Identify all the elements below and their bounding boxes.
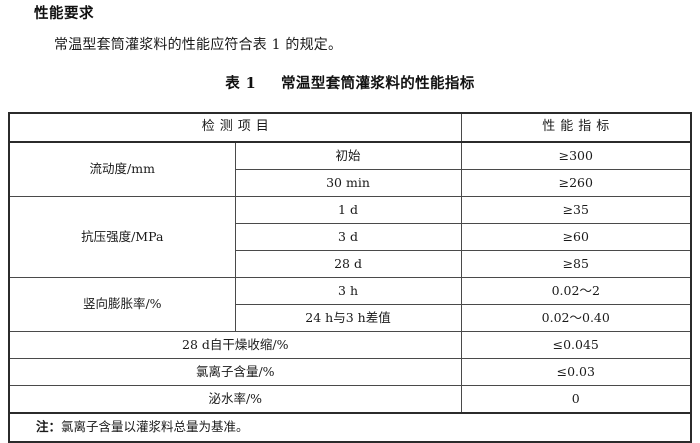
table-caption-label: 表 1 (225, 75, 257, 92)
performance-spec-table: 检测项目 性能指标 流动度/mm 初始 ≥300 30 min ≥260 抗压 (8, 112, 693, 443)
table-row: 30 min ≥260 (9, 169, 692, 197)
note-text: 氯离子含量以灌浆料总量为基准。 (61, 419, 249, 435)
group-cell-compressive-strength: 抗压强度/MPa (9, 196, 236, 278)
table-row: 泌水率/% 0 (9, 385, 692, 414)
item-cell-autogenous-shrinkage: 28 d自干燥收缩/% (9, 331, 462, 359)
table-row: 28 d自干燥收缩/% ≤0.045 (9, 331, 692, 359)
value-cell: ≥35 (460, 196, 692, 224)
table-note-cell: 注：氯离子含量以灌浆料总量为基准。 (9, 412, 692, 442)
table-caption: 表 1 常温型套筒灌浆料的性能指标 (0, 72, 700, 93)
group-cell-fluidity: 流动度/mm (9, 141, 236, 197)
header-cell-test-item: 检测项目 (9, 113, 462, 143)
sub-cell: 3 h (234, 277, 462, 305)
value-cell: ≥85 (460, 250, 692, 278)
table-row: 24 h与3 h差值 0.02～0.40 (9, 304, 692, 332)
section-paragraph: 常温型套筒灌浆料的性能应符合表 1 的规定。 (54, 37, 343, 53)
table-row: 氯离子含量/% ≤0.03 (9, 358, 692, 386)
value-cell: 0 (460, 385, 692, 414)
value-cell: 0.02～0.40 (460, 304, 692, 332)
header-label-performance-index: 性能指标 (542, 119, 615, 135)
table-caption-title: 常温型套筒灌浆料的性能指标 (281, 75, 475, 92)
table-header-row: 检测项目 性能指标 (9, 113, 692, 143)
header-cell-performance-index: 性能指标 (460, 113, 692, 143)
sub-cell: 24 h与3 h差值 (235, 304, 462, 332)
sub-cell: 30 min (235, 169, 462, 197)
value-cell: ≤0.03 (460, 358, 692, 386)
sub-cell: 3 d (235, 223, 462, 251)
table-row: 抗压强度/MPa 1 d ≥35 (9, 196, 692, 278)
item-cell-bleeding-rate: 泌水率/% (9, 385, 462, 414)
table-row: 竖向膨胀率/% 3 h 0.02～2 (9, 277, 692, 332)
value-cell: 0.02～2 (460, 277, 692, 305)
value-cell: ≥60 (460, 223, 692, 251)
item-cell-chloride-content: 氯离子含量/% (9, 358, 462, 386)
value-cell: ≥300 (460, 141, 692, 170)
section-heading: 性能要求 (34, 5, 94, 22)
table-row: 流动度/mm 初始 ≥300 (9, 141, 692, 197)
spec-table-container: 检测项目 性能指标 流动度/mm 初始 ≥300 30 min ≥260 抗压 (8, 112, 693, 443)
value-cell: ≤0.045 (460, 331, 692, 359)
group-cell-vertical-expansion-rate: 竖向膨胀率/% (9, 277, 236, 332)
note-label: 注： (36, 419, 62, 435)
value-cell: ≥260 (460, 169, 692, 197)
table-row: 3 d ≥60 (9, 223, 692, 251)
header-label-test-item: 检测项目 (201, 119, 274, 135)
sub-cell: 1 d (234, 196, 462, 224)
table-note-row: 注：氯离子含量以灌浆料总量为基准。 (9, 412, 692, 442)
sub-cell: 初始 (234, 141, 462, 170)
sub-cell: 28 d (235, 250, 462, 278)
